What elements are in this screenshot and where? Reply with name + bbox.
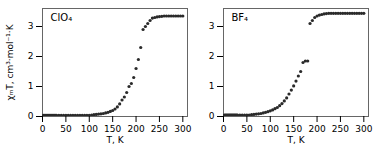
svg-text:150: 150 (285, 124, 302, 134)
svg-text:100: 100 (262, 124, 279, 134)
svg-text:200: 200 (127, 124, 144, 134)
svg-text:0: 0 (40, 124, 46, 134)
svg-text:3: 3 (28, 21, 34, 31)
svg-text:250: 250 (151, 124, 168, 134)
svg-text:150: 150 (104, 124, 121, 134)
svg-text:1: 1 (28, 81, 34, 91)
svg-text:0: 0 (209, 111, 215, 121)
svg-text:2: 2 (209, 51, 215, 61)
svg-text:250: 250 (332, 124, 349, 134)
svg-text:0: 0 (221, 124, 227, 134)
svg-text:T, K: T, K (286, 135, 305, 144)
svg-text:ClO₄: ClO₄ (51, 12, 73, 23)
svg-text:100: 100 (81, 124, 98, 134)
svg-text:T, K: T, K (105, 135, 124, 144)
svg-text:0: 0 (28, 111, 34, 121)
svg-text:50: 50 (241, 124, 253, 134)
svg-text:300: 300 (355, 124, 372, 134)
svg-text:1: 1 (209, 81, 215, 91)
svg-text:200: 200 (308, 124, 325, 134)
svg-text:BF₄: BF₄ (232, 12, 249, 23)
svg-text:50: 50 (60, 124, 72, 134)
svg-text:χₘT, cm³·mol⁻¹·K: χₘT, cm³·mol⁻¹·K (5, 23, 15, 100)
svg-text:300: 300 (174, 124, 191, 134)
svg-text:3: 3 (209, 21, 215, 31)
svg-text:2: 2 (28, 51, 34, 61)
